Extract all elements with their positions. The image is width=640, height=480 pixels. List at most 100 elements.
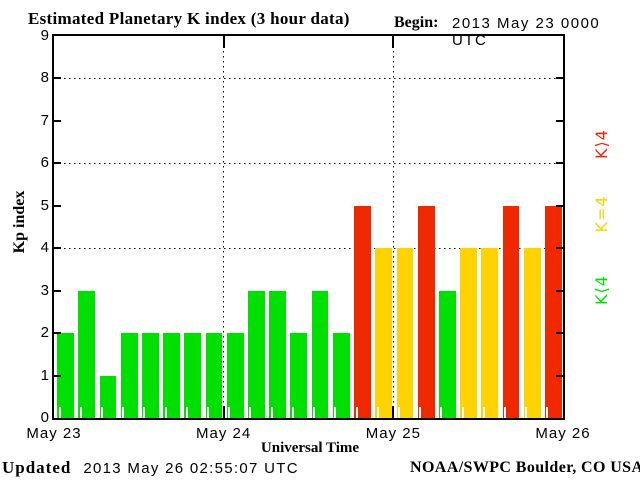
footer-updated-label: Updated [2,458,72,477]
x-3h-tick [376,407,379,418]
footer-source: NOAA/SWPC Boulder, CO USA [410,459,640,476]
footer-updated-value: 2013 May 26 02:55:07 UTC [83,460,299,477]
day-tick-top [392,36,395,48]
y-gridline [54,162,563,165]
kp-bar [311,290,329,418]
x-day-label: May 26 [535,425,591,442]
y-tick-right [556,374,563,377]
kp-bar [163,333,181,418]
y-tick-left [54,374,61,377]
x-3h-tick [185,407,188,418]
day-gridline [392,36,395,418]
legend-item-k-eq-4: K=4 [592,195,611,233]
y-tick-right [556,162,563,165]
x-3h-tick [461,407,464,418]
x-3h-tick [79,407,82,418]
y-tick-left [54,247,61,250]
x-3h-tick [207,407,210,418]
plot-area: 0 1 2 3 4 5 6 7 8 9 May 23 May 24 May 25 May 26 [26,27,589,442]
y-tick-left [54,162,61,165]
y-tick-left [54,204,61,207]
begin-label: Begin: [394,14,439,31]
y-gridline [54,247,563,250]
kp-bar [120,333,138,418]
legend-item-k-gt-4: K⟩4 [592,129,611,159]
y-tick-label: 2 [40,324,49,342]
x-3h-tick [122,407,125,418]
x-3h-tick [355,407,358,418]
y-tick-left [54,289,61,292]
y-tick-right [556,204,563,207]
y-tick-right [556,332,563,335]
kp-bar [57,333,74,418]
kp-bar [226,333,244,418]
kp-bar [248,290,265,418]
kp-bar [375,248,393,418]
footer-updated: Updated 2013 May 26 02:55:07 UTC [2,458,299,478]
x-3h-tick [249,407,252,418]
y-tick-left [54,332,61,335]
y-tick-right [556,289,563,292]
x-3h-tick [525,407,528,418]
day-gridline [223,36,225,418]
kp-bar [290,333,308,418]
y-tick-label: 0 [40,409,49,426]
x-day-label: May 24 [196,425,252,442]
day-tick-top [222,36,225,48]
kp-bar [354,205,371,418]
kp-bar [523,248,541,418]
y-tick-label: 3 [40,281,49,299]
kp-bar [502,205,520,418]
y-tick-label: 5 [40,196,49,214]
x-3h-tick [503,407,506,418]
x-axis-label: Universal Time [260,440,360,456]
y-tick-right [556,77,563,80]
x-3h-tick [334,407,337,418]
kp-bar [481,248,499,418]
y-tick-label: 9 [40,27,49,44]
day-tick-bottom [392,406,395,418]
x-3h-tick [164,407,167,418]
x-3h-tick [101,407,104,418]
begin-value: 2013 May 23 0000 UTC [452,15,601,49]
x-3h-tick [419,407,422,418]
x-3h-tick [58,407,61,418]
kp-bar [184,333,202,418]
kp-bar [544,205,562,418]
kp-bar [332,333,350,418]
y-tick-label: 1 [40,366,49,384]
day-tick-bottom [222,406,225,418]
x-3h-tick [313,407,316,418]
x-3h-tick [228,407,231,418]
y-gridline [54,77,563,80]
x-3h-tick [482,407,485,418]
y-tick-left [54,77,61,80]
kp-bar [78,290,96,418]
x-3h-tick [270,407,273,418]
kp-bar [269,290,287,418]
y-tick-right [556,119,563,122]
y-tick-label: 6 [40,154,49,172]
page-title: Estimated Planetary K index (3 hour data… [28,9,350,28]
kp-bar [417,205,435,418]
x-3h-tick [397,407,400,418]
x-3h-tick [546,407,549,418]
y-tick-label: 7 [40,111,49,129]
x-day-label: May 25 [365,425,421,442]
y-tick-label: 8 [40,69,49,87]
kp-bar [460,248,477,418]
legend-item-k-lt-4: K⟨4 [592,275,611,305]
y-axis-label: Kp index [11,190,28,254]
x-3h-tick [291,407,294,418]
x-3h-tick [440,407,443,418]
kp-bar [99,375,117,418]
kp-bar [205,333,223,418]
x-day-label: May 23 [26,425,82,442]
y-tick-right [556,247,563,250]
y-tick-label: 4 [40,239,49,257]
kp-bar [396,248,414,418]
y-tick-left [54,119,61,122]
kp-bar [438,290,456,418]
kp-bar [142,333,159,418]
